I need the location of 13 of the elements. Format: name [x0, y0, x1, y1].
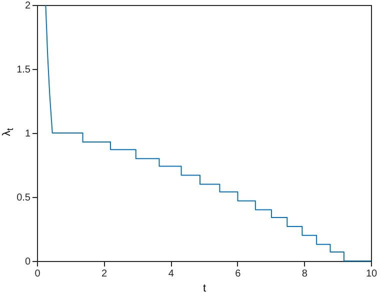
line-series [45, 4, 372, 262]
x-tick-label: 8 [302, 268, 308, 280]
y-tick-label: 1.5 [16, 64, 31, 76]
y-tick-label: 1 [24, 128, 31, 140]
x-tick-label: 4 [168, 268, 174, 280]
x-tick-label: 10 [366, 268, 378, 280]
y-tick-label: 0 [24, 256, 31, 268]
x-tick-label: 6 [235, 268, 242, 280]
x-tick-label: 0 [34, 268, 41, 280]
x-axis-title: t [202, 282, 206, 294]
y-tick-label: 0.5 [16, 192, 31, 204]
y-tick-label: 2 [24, 0, 31, 12]
x-tick-label: 2 [102, 268, 108, 280]
